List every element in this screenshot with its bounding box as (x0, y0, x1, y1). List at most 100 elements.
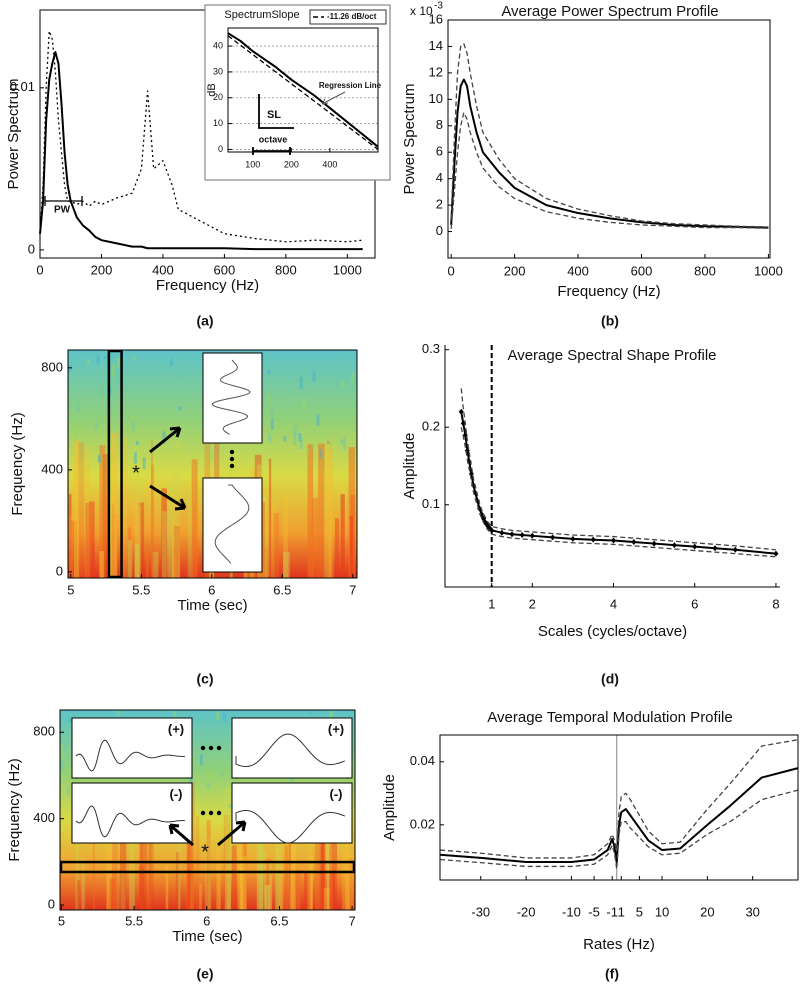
spectrogram-texture (102, 453, 110, 578)
spectrogram-texture (187, 867, 191, 910)
spectrogram-texture (198, 384, 202, 390)
x-tick-label: -30 (471, 904, 490, 919)
spectrogram-texture (306, 449, 310, 453)
y-tick-label: 0.01 (10, 79, 35, 94)
spectrogram-texture (139, 837, 147, 910)
spectrogram-texture (167, 485, 174, 578)
ellipsis-dot (208, 810, 214, 816)
ellipsis-dot (208, 745, 214, 751)
spectrogram-texture (132, 356, 136, 360)
spectrogram-texture (173, 525, 181, 578)
point-marker (590, 536, 596, 543)
spectrogram-texture (299, 377, 303, 390)
panel: 5 5.5 6 6.5 7 0 400 800 Time (sec) Frequency (Hz)… (6, 709, 356, 982)
spectrogram-texture (240, 856, 247, 910)
spectrogram-texture (145, 428, 149, 436)
point-marker (732, 546, 738, 553)
spectrogram-texture (332, 829, 338, 910)
spectrogram-texture (319, 430, 323, 442)
spectrogram-texture (318, 443, 325, 578)
inset-label: (+) (168, 721, 184, 736)
spectrogram-texture (133, 452, 137, 464)
spectrogram-texture (138, 865, 145, 910)
spectrogram-texture (101, 385, 105, 398)
spectrogram-texture (199, 754, 203, 765)
axis-frame (439, 734, 799, 881)
y-tick-label: 14 (429, 38, 443, 53)
spectrogram-texture (117, 864, 120, 910)
x-tick-label: 100 (245, 159, 260, 169)
spectrogram-texture (310, 856, 313, 910)
inset-label: (-) (330, 786, 343, 801)
point-marker (499, 529, 505, 536)
x-tick-label: 5 (67, 582, 74, 597)
axis-frame (59, 709, 356, 911)
spectrogram-texture (138, 502, 145, 578)
spectrogram-texture (341, 818, 349, 910)
spectrogram-texture (169, 359, 173, 366)
point-marker (611, 537, 617, 544)
y-tick-label: 0.1 (422, 496, 440, 511)
spectrogram-texture (278, 826, 284, 910)
panel: -30 -20 -10 -5 -1 1 5 10 20 30 0.02 0.04 Average Tem… (381, 709, 799, 982)
spectrogram-texture (137, 470, 141, 578)
point-marker (671, 542, 677, 549)
spectrogram-texture (68, 718, 72, 723)
spectrogram-texture (326, 440, 330, 444)
spectrogram-texture (350, 494, 356, 578)
y-tick-label: 2 (436, 197, 443, 212)
spectrogram-texture (318, 809, 324, 910)
spectrogram-texture (166, 372, 170, 383)
spectrogram-texture (279, 822, 282, 910)
x-tick-label: 4 (610, 596, 617, 611)
x-tick-label: 6.5 (273, 582, 291, 597)
y-tick-label: 0 (218, 144, 223, 154)
spectrogram-texture (162, 431, 166, 445)
axis-frame (447, 19, 771, 259)
y-axis-label: Amplitude (401, 433, 418, 500)
spectrogram-texture (161, 488, 167, 578)
series-line (439, 789, 799, 870)
y-tick-label: 800 (41, 359, 63, 374)
ellipsis-dot (216, 745, 222, 751)
spectrogram-texture (346, 858, 354, 910)
spectrogram-texture (268, 433, 272, 443)
spectrogram-texture (312, 442, 316, 449)
series-line (460, 411, 777, 555)
spectrogram-texture (321, 821, 326, 910)
ellipsis-dot (200, 810, 206, 816)
spectrogram-texture (116, 710, 120, 716)
waveform (211, 359, 251, 435)
spectrogram-texture (191, 459, 198, 578)
spectrogram-texture (241, 800, 247, 910)
spectrogram-texture (84, 445, 91, 578)
series-line (227, 35, 379, 150)
x-tick-label: 6 (203, 913, 210, 928)
inset-box (231, 717, 353, 779)
inset-label: (-) (170, 786, 183, 801)
axis-multiplier: x 10 (410, 4, 433, 18)
y-axis-label: Power Spectrum (401, 84, 418, 195)
spectrogram-texture (62, 731, 66, 735)
point-marker (692, 543, 698, 550)
spectrogram-texture (340, 494, 345, 578)
annotation: Regression Line (319, 81, 382, 90)
spectrogram-texture (85, 502, 90, 578)
spectrogram-texture (81, 858, 85, 910)
spectrogram-texture (205, 847, 210, 910)
x-tick-label: -1 (606, 904, 618, 919)
arrow (168, 823, 194, 847)
y-tick-label: 0.3 (422, 341, 440, 356)
point-marker (509, 531, 515, 538)
spectrogram-texture (116, 357, 120, 368)
spectrogram-texture (348, 447, 355, 578)
panel-caption: (d) (601, 671, 619, 687)
spectrogram-texture (345, 798, 350, 910)
chart-title: Average Spectral Shape Profile (507, 347, 716, 364)
bracket (258, 94, 294, 129)
spectrogram-texture (351, 373, 355, 383)
series-line (450, 43, 769, 228)
spectrogram-texture (283, 491, 288, 578)
spectrogram-texture (148, 785, 154, 910)
